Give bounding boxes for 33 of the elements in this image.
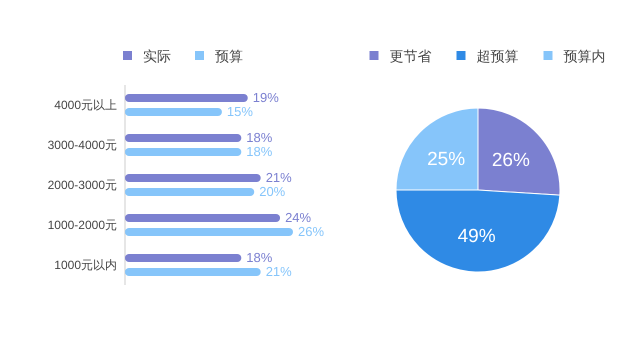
bar bbox=[125, 108, 222, 116]
legend-label: 预算 bbox=[215, 48, 243, 64]
legend-label: 超预算 bbox=[476, 48, 518, 64]
data-label: 49% bbox=[458, 226, 496, 248]
data-label: 15% bbox=[226, 104, 254, 119]
legend-label: 实际 bbox=[143, 48, 171, 64]
data-label: 21% bbox=[266, 170, 292, 185]
bar bbox=[125, 228, 293, 236]
data-label: 26% bbox=[298, 224, 324, 239]
y-tick-label: 1000元以内 bbox=[54, 258, 117, 272]
bar bbox=[125, 188, 254, 196]
y-tick-label: 2000-3000元 bbox=[48, 178, 117, 192]
bar bbox=[125, 214, 280, 222]
data-label: 18% bbox=[246, 250, 273, 265]
bar bbox=[125, 94, 248, 102]
data-label: 21% bbox=[266, 264, 292, 279]
data-label: 20% bbox=[259, 184, 286, 199]
y-tick-label: 3000-4000元 bbox=[48, 138, 117, 152]
bar bbox=[125, 148, 242, 156]
y-tick-label: 4000元以上 bbox=[54, 98, 117, 112]
legend-label: 预算内 bbox=[564, 48, 606, 64]
data-label: 18% bbox=[246, 130, 273, 145]
data-label: 25% bbox=[427, 149, 466, 170]
data-label: 24% bbox=[285, 210, 312, 225]
data-label: 18% bbox=[246, 144, 273, 159]
data-label: 19% bbox=[252, 90, 280, 105]
y-tick-label: 1000-2000元 bbox=[48, 218, 117, 232]
bar bbox=[125, 254, 242, 262]
bar bbox=[125, 134, 242, 142]
bar bbox=[125, 174, 261, 182]
bar bbox=[125, 268, 261, 276]
legend-label: 更节省 bbox=[390, 48, 432, 64]
data-label: 26% bbox=[492, 150, 530, 172]
